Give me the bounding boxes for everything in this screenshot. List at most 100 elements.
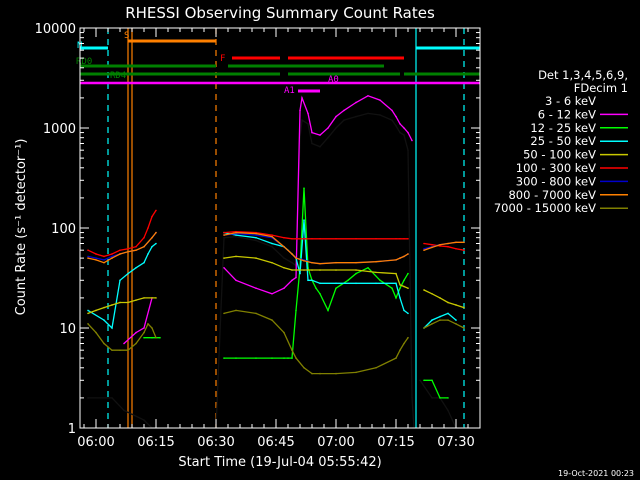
- data-point: [135, 299, 137, 301]
- data-point: [319, 145, 321, 148]
- data-point: [411, 139, 413, 142]
- data-point: [319, 269, 321, 271]
- footer-stamp: 19-Oct-2021 00:23: [558, 469, 634, 478]
- data-point: [391, 119, 393, 121]
- data-point: [367, 266, 369, 269]
- data-point: [431, 323, 433, 325]
- data-point: [283, 257, 285, 259]
- data-point: [235, 255, 237, 258]
- data-point: [335, 372, 337, 375]
- data-point: [291, 279, 293, 282]
- data-point: [255, 236, 257, 239]
- data-point: [271, 319, 273, 321]
- data-point: [399, 123, 401, 125]
- data-point: [295, 237, 297, 240]
- data-point: [155, 336, 157, 339]
- x-tick-label: 07:00: [317, 435, 354, 450]
- data-point: [255, 232, 257, 235]
- data-point: [355, 269, 357, 271]
- legend-label: 50 - 100 keV: [523, 148, 596, 162]
- legend-label: 7000 - 15000 keV: [494, 201, 596, 215]
- y-tick-label: 1: [68, 422, 76, 437]
- data-point: [235, 279, 237, 282]
- data-point: [307, 112, 309, 115]
- data-point: [399, 237, 401, 240]
- data-point: [235, 309, 237, 312]
- data-point: [423, 249, 425, 251]
- data-point: [407, 336, 409, 339]
- data-point: [375, 282, 377, 285]
- data-point: [95, 309, 97, 312]
- axes: 1 10 100 1000 10000 06:00 06:15 06:30 06:45 07:00…: [35, 22, 481, 450]
- data-point: [271, 235, 273, 238]
- data-point: [375, 271, 377, 274]
- data-point: [147, 227, 149, 229]
- x-tick-label: 06:45: [257, 435, 294, 450]
- data-point: [103, 319, 105, 321]
- data-point: [395, 272, 397, 275]
- data-point: [447, 397, 449, 399]
- series-line: [123, 94, 413, 345]
- data-point: [423, 289, 425, 291]
- data-point: [135, 331, 137, 334]
- data-point: [287, 357, 289, 359]
- data-point: [135, 245, 137, 248]
- data-point: [127, 247, 129, 250]
- data-point: [319, 292, 321, 295]
- data-point: [111, 257, 113, 259]
- data-point: [271, 245, 273, 248]
- data-point: [419, 379, 421, 382]
- legend-label: 12 - 25 keV: [530, 121, 596, 135]
- data-point: [291, 253, 293, 255]
- data-point: [255, 239, 257, 242]
- data-point: [223, 357, 225, 359]
- data-point: [151, 245, 153, 248]
- data-point: [379, 279, 381, 282]
- data-point: [111, 255, 113, 258]
- data-point: [447, 319, 449, 321]
- data-point: [407, 131, 409, 134]
- data-point: [319, 262, 321, 265]
- y-axis-label: Count Rate (s⁻¹ detector⁻¹): [14, 139, 29, 316]
- data-point: [335, 269, 337, 271]
- data-point: [95, 257, 97, 259]
- series-line: [87, 231, 465, 265]
- y-tick-label: 10000: [35, 22, 76, 37]
- series-line: [87, 209, 465, 258]
- data-point: [255, 234, 257, 236]
- data-point: [439, 297, 441, 299]
- data-point: [283, 357, 285, 359]
- flag-label: S: [124, 31, 129, 41]
- data-point: [355, 282, 357, 285]
- data-point: [391, 287, 393, 290]
- data-point: [455, 319, 457, 321]
- data-point: [135, 266, 137, 269]
- data-point: [379, 114, 381, 116]
- data-point: [303, 219, 305, 221]
- data-point: [301, 119, 303, 121]
- data-point: [407, 253, 409, 255]
- data-point: [151, 236, 153, 239]
- data-point: [127, 272, 129, 275]
- data-point: [403, 309, 405, 312]
- data-point: [119, 301, 121, 304]
- legend-label: 6 - 12 keV: [538, 107, 596, 121]
- data-point: [439, 243, 441, 246]
- data-point: [103, 306, 105, 309]
- data-point: [447, 242, 449, 245]
- data-point: [395, 115, 397, 118]
- data-point: [407, 149, 409, 151]
- data-point: [431, 319, 433, 321]
- data-point: [143, 331, 145, 334]
- data-point: [395, 297, 397, 299]
- data-point: [119, 349, 121, 351]
- data-point: [343, 119, 345, 121]
- data-point: [255, 257, 257, 259]
- data-point: [283, 266, 285, 269]
- data-point: [143, 261, 145, 264]
- data-point: [235, 234, 237, 236]
- data-point: [307, 279, 309, 282]
- data-point: [223, 231, 225, 234]
- data-point: [343, 109, 345, 112]
- data-point: [235, 357, 237, 359]
